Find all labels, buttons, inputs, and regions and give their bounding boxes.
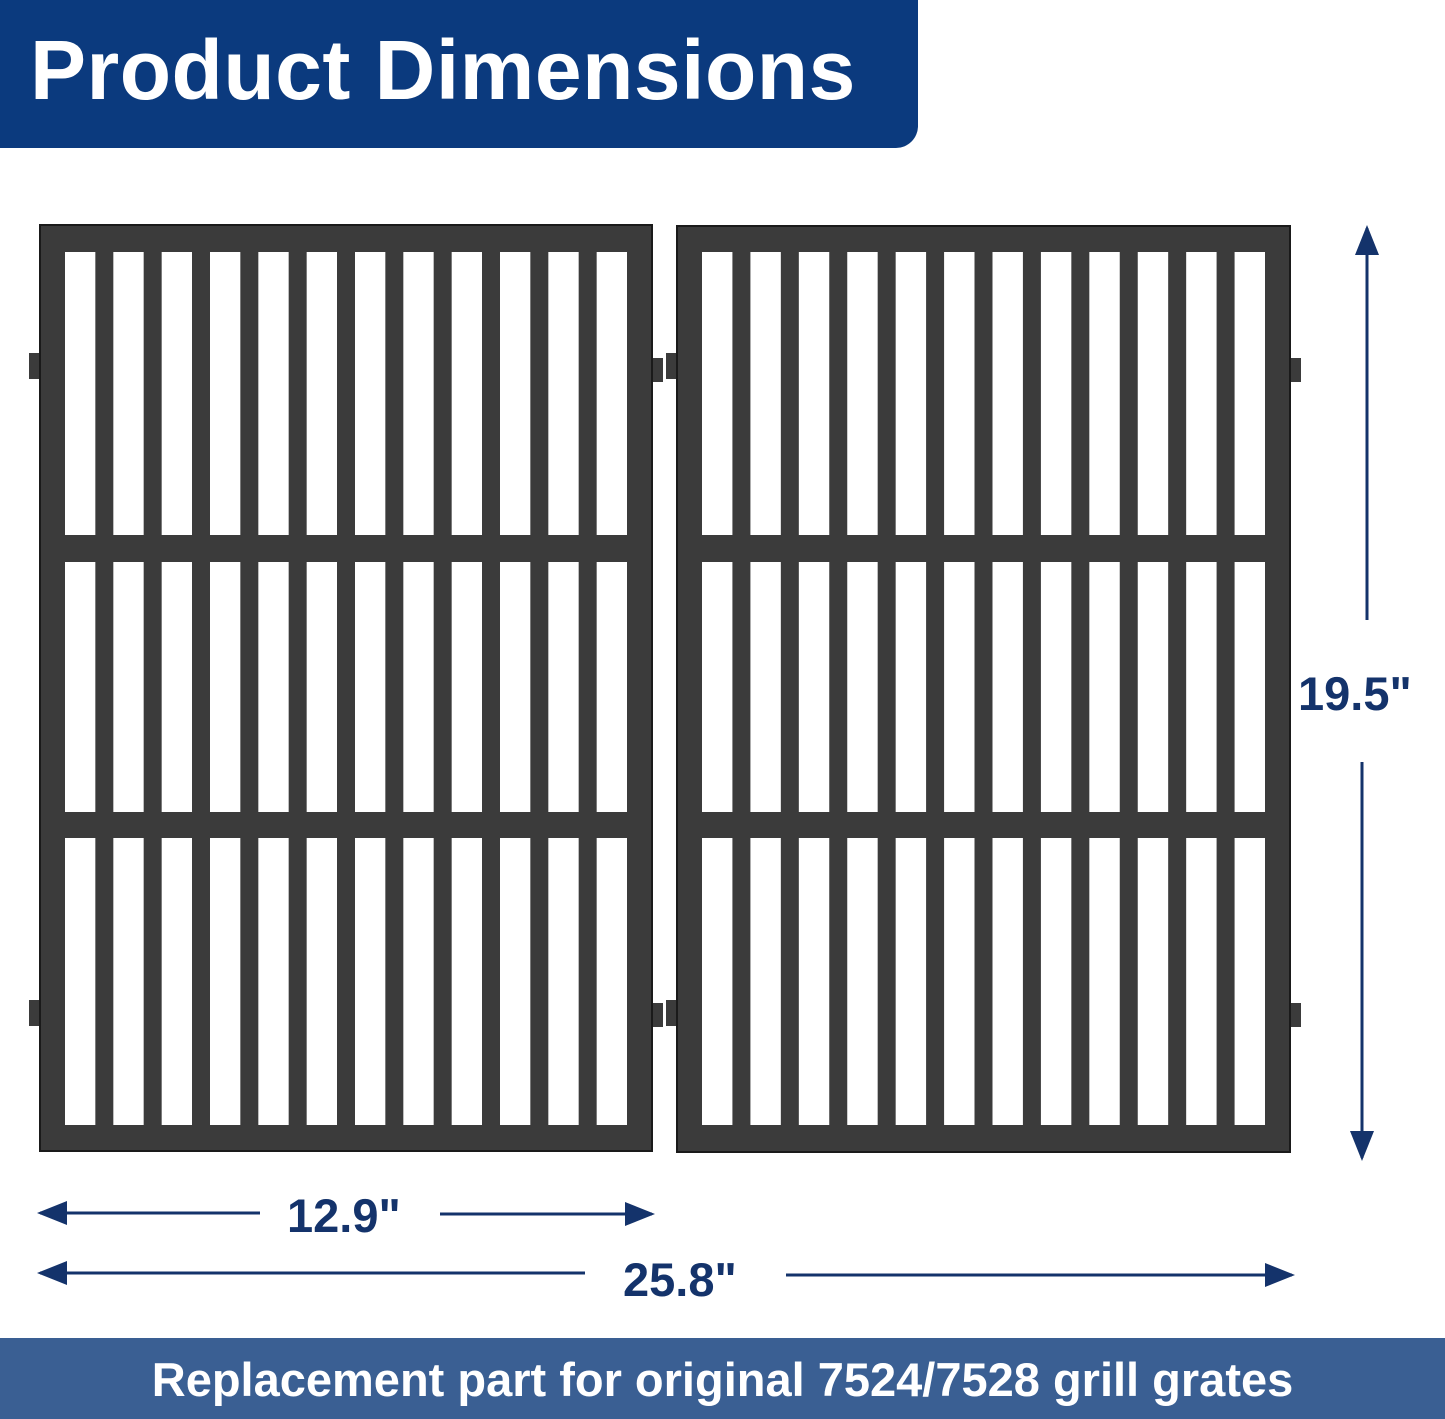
grate-slot <box>306 838 337 1125</box>
grate-slot <box>847 838 878 1125</box>
grate-slot <box>1040 252 1072 535</box>
grate-slot <box>992 562 1023 812</box>
grate-slot <box>210 562 241 812</box>
grate-slot <box>65 252 96 535</box>
grate-slot <box>1040 562 1072 812</box>
grate-slot <box>992 252 1023 535</box>
grate-slot <box>161 838 192 1125</box>
title-banner: Product Dimensions <box>0 0 918 148</box>
grate-slot <box>798 562 830 812</box>
grate-slot <box>750 562 781 812</box>
grate-slot <box>258 838 289 1125</box>
grate-slot <box>355 562 386 812</box>
grate-slot <box>1234 562 1265 812</box>
footer-banner: Replacement part for original 7524/7528 … <box>0 1338 1445 1419</box>
grate-slot <box>1234 252 1265 535</box>
grate-slot <box>847 562 878 812</box>
total-width-label: 25.8" <box>623 1253 737 1306</box>
grate-slot <box>548 562 579 812</box>
grate-slot <box>1137 252 1169 535</box>
grate-slot <box>355 252 386 535</box>
grate-slot <box>895 562 927 812</box>
grate-slot <box>65 838 96 1125</box>
grate-slot <box>798 252 830 535</box>
grate-slot <box>1089 562 1120 812</box>
grate-slot <box>161 562 192 812</box>
grate-slot <box>1186 838 1217 1125</box>
grate-slot <box>992 838 1023 1125</box>
grate-slot <box>1186 252 1217 535</box>
grate-slot <box>1137 838 1169 1125</box>
grate-slot <box>798 838 830 1125</box>
grate-slot <box>548 838 579 1125</box>
grate-slot <box>596 562 627 812</box>
grate-slot <box>847 252 878 535</box>
grate-slot <box>451 838 482 1125</box>
grate-slot <box>944 838 975 1125</box>
grate-slot <box>306 252 337 535</box>
grate-slot <box>548 252 579 535</box>
grate-slot <box>113 838 144 1125</box>
height-label: 19.5" <box>1298 667 1412 720</box>
grate-slot <box>1234 838 1265 1125</box>
grate-slot <box>355 838 386 1125</box>
grate-slot <box>750 252 781 535</box>
grate-slot <box>161 252 192 535</box>
single-width-label: 12.9" <box>287 1189 401 1242</box>
grate-slot <box>306 562 337 812</box>
grate-slot <box>500 252 531 535</box>
page-title: Product Dimensions <box>30 23 856 117</box>
grate-slot <box>258 562 289 812</box>
grate-slot <box>702 252 733 535</box>
grate-slot <box>403 838 434 1125</box>
grate-slot <box>403 252 434 535</box>
grate-slot <box>403 562 434 812</box>
grate-slot <box>702 838 733 1125</box>
grate-slot <box>596 252 627 535</box>
grate-slot <box>1089 838 1120 1125</box>
grate-slot <box>65 562 96 812</box>
grate-slot <box>1040 838 1072 1125</box>
grate-slot <box>895 838 927 1125</box>
grate-slot <box>210 252 241 535</box>
grate-slot <box>895 252 927 535</box>
grate-slot <box>1186 562 1217 812</box>
grate-slot <box>500 562 531 812</box>
grate-slot <box>944 252 975 535</box>
grate-slot <box>702 562 733 812</box>
grate-slot <box>210 838 241 1125</box>
grate-slot <box>596 838 627 1125</box>
grate-slot <box>451 252 482 535</box>
grate-slot <box>1089 252 1120 535</box>
footer-text: Replacement part for original 7524/7528 … <box>151 1353 1294 1406</box>
grate-slot <box>1137 562 1169 812</box>
grate-slot <box>750 838 781 1125</box>
grate-slot <box>451 562 482 812</box>
grate-slot <box>258 252 289 535</box>
grate-slot <box>113 562 144 812</box>
grate-slot <box>944 562 975 812</box>
grate-slot <box>113 252 144 535</box>
grate-slot <box>500 838 531 1125</box>
